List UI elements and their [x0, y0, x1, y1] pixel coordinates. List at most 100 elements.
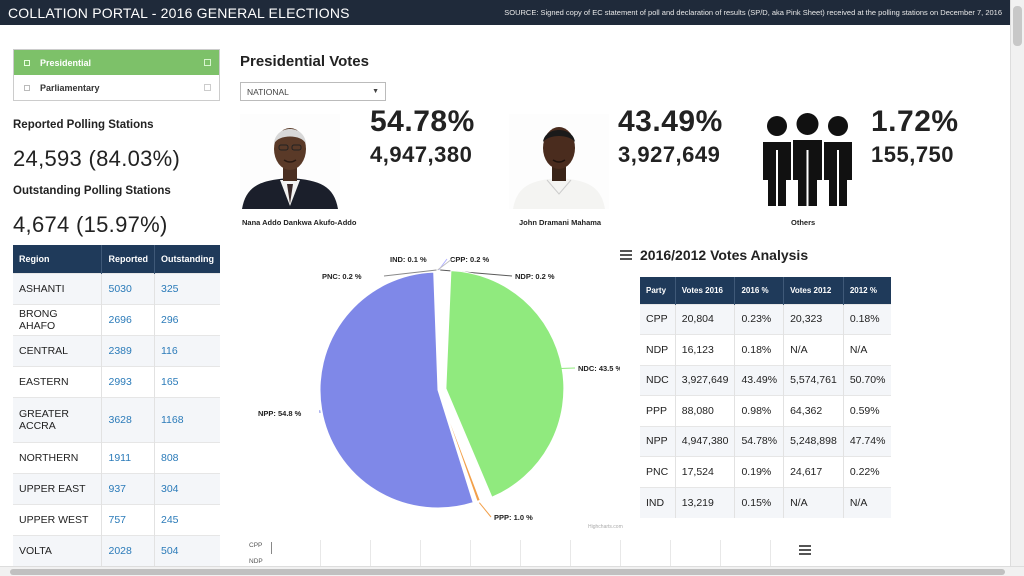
- region-cell: GREATER ACCRA: [13, 396, 102, 442]
- chart-credits[interactable]: Highcharts.com: [588, 524, 623, 530]
- votes-2012-cell: 64,362: [783, 395, 844, 426]
- horizontal-scrollbar[interactable]: [0, 566, 1024, 576]
- outstanding-label: Outstanding Polling Stations: [13, 185, 171, 197]
- reported-cell[interactable]: 2389: [101, 334, 155, 366]
- scrollbar-thumb[interactable]: [10, 569, 1005, 575]
- candidate-photo-akufo-addo: [240, 114, 340, 209]
- pie-slice-ind[interactable]: [437, 271, 441, 391]
- table-row: NPP 4,947,380 54.78% 5,248,898 47.74%: [640, 425, 892, 457]
- table-row: EASTERN 2993 165: [13, 365, 220, 397]
- reported-value: 24,593 (84.03%): [13, 146, 181, 171]
- nav-parliamentary[interactable]: Parliamentary: [14, 75, 219, 100]
- outstanding-value: 4,674 (15.97%): [13, 212, 168, 237]
- outstanding-cell[interactable]: 1168: [154, 396, 220, 442]
- col-outstanding[interactable]: Outstanding: [154, 245, 220, 273]
- table-row: BRONG AHAFO 2696 296: [13, 303, 220, 335]
- table-row: PNC 17,524 0.19% 24,617 0.22%: [640, 456, 892, 487]
- group-people-icon: [760, 110, 855, 208]
- pct-2012-cell: 47.74%: [842, 425, 892, 457]
- pie-label-ndp: NDP: 0.2 %: [515, 272, 555, 281]
- table-row: GREATER ACCRA 3628 1168: [13, 396, 220, 442]
- menu-icon[interactable]: [799, 543, 811, 557]
- reported-cell[interactable]: 2028: [101, 534, 155, 566]
- table-row: CPP 20,804 0.23% 20,323 0.18%: [640, 303, 892, 335]
- reported-cell[interactable]: 2696: [101, 303, 155, 335]
- candidate-name: Others: [791, 218, 816, 227]
- analysis-table-body: CPP 20,804 0.23% 20,323 0.18% NDP 16,123 0.18% N…: [640, 303, 892, 518]
- col-pct-2012[interactable]: 2012 %: [842, 277, 892, 304]
- votes-2016-cell: 4,947,380: [674, 425, 735, 457]
- region-cell: CENTRAL: [13, 334, 102, 366]
- party-cell: CPP: [640, 303, 676, 335]
- pct-2012-cell: N/A: [842, 486, 892, 518]
- table-header-row: Party Votes 2016 2016 % Votes 2012 2012 …: [640, 277, 892, 304]
- pct-2012-cell: 0.59%: [842, 395, 892, 426]
- outstanding-cell[interactable]: 504: [154, 534, 220, 566]
- candidate-photo-mahama: [509, 114, 609, 209]
- pie-label-ind: IND: 0.1 %: [390, 255, 427, 264]
- outstanding-cell[interactable]: 296: [154, 303, 220, 335]
- pie-label-ppp: PPP: 1.0 %: [494, 513, 533, 522]
- pct-2016-cell: 0.23%: [734, 303, 784, 335]
- top-bar: COLLATION PORTAL - 2016 GENERAL ELECTION…: [0, 0, 1010, 25]
- col-region[interactable]: Region: [13, 245, 102, 273]
- pie-label-pnc: PNC: 0.2 %: [322, 272, 362, 281]
- axis-label: NDP: [249, 558, 263, 565]
- col-party[interactable]: Party: [640, 277, 676, 304]
- party-cell: NDP: [640, 334, 676, 365]
- outstanding-cell[interactable]: 116: [154, 334, 220, 366]
- pie-connector-ndc: [556, 367, 576, 370]
- reported-cell[interactable]: 1911: [101, 441, 155, 473]
- portal-title: COLLATION PORTAL - 2016 GENERAL ELECTION…: [8, 4, 350, 21]
- region-cell: BRONG AHAFO: [13, 303, 102, 335]
- pct-2012-cell: 50.70%: [842, 364, 892, 396]
- pie-label-npp: NPP: 54.8 %: [258, 409, 302, 418]
- gridline: [770, 540, 771, 566]
- col-votes-2016[interactable]: Votes 2016: [674, 277, 735, 304]
- pie-slice-ndc[interactable]: [445, 270, 565, 498]
- vote-share-pie-chart: CPP: 0.2 % NDP: 0.2 % NDC: 43.5 % PPP: 1.0 …: [258, 255, 620, 522]
- table-row: IND 13,219 0.15% N/A N/A: [640, 486, 892, 518]
- pct-2016-cell: 0.15%: [734, 486, 784, 518]
- reported-cell[interactable]: 2993: [101, 365, 155, 397]
- outstanding-cell[interactable]: 808: [154, 441, 220, 473]
- pie-connector-pnc: [383, 269, 437, 277]
- votes-2012-cell: N/A: [783, 486, 844, 518]
- outstanding-cell[interactable]: 245: [154, 503, 220, 535]
- pie-slice-ppp[interactable]: [437, 389, 481, 502]
- region-table: Region Reported Outstanding ASHANTI 5030 3…: [13, 245, 220, 566]
- gridline: [720, 540, 721, 566]
- outstanding-cell[interactable]: 325: [154, 272, 220, 304]
- analysis-table: Party Votes 2016 2016 % Votes 2012 2012 …: [640, 277, 892, 518]
- nav-presidential[interactable]: Presidential: [14, 50, 219, 75]
- pct-2012-cell: N/A: [842, 334, 892, 365]
- pie-slice-ndp[interactable]: [437, 271, 443, 391]
- table-header-row: Region Reported Outstanding: [13, 245, 220, 273]
- outstanding-cell[interactable]: 165: [154, 365, 220, 397]
- reported-cell[interactable]: 937: [101, 472, 155, 504]
- votes-2016-cell: 13,219: [674, 486, 735, 518]
- menu-icon[interactable]: [620, 248, 632, 262]
- reported-cell[interactable]: 5030: [101, 272, 155, 304]
- pie-slice-npp[interactable]: [319, 271, 474, 509]
- col-reported[interactable]: Reported: [101, 245, 155, 273]
- outstanding-cell[interactable]: 304: [154, 472, 220, 504]
- party-cell: IND: [640, 486, 676, 518]
- region-cell: VOLTA: [13, 534, 102, 566]
- table-row: NORTHERN 1911 808: [13, 441, 220, 473]
- analysis-title-row: 2016/2012 Votes Analysis: [620, 247, 808, 263]
- col-pct-2016[interactable]: 2016 %: [734, 277, 784, 304]
- vertical-scrollbar[interactable]: [1010, 0, 1024, 566]
- scrollbar-thumb[interactable]: [1013, 6, 1022, 46]
- reported-cell[interactable]: 757: [101, 503, 155, 535]
- votes-2012-cell: 5,574,761: [783, 364, 844, 396]
- region-cell: NORTHERN: [13, 441, 102, 473]
- region-select[interactable]: NATIONAL ▼: [240, 82, 386, 101]
- votes-2016-cell: 16,123: [674, 334, 735, 365]
- gridline: [570, 540, 571, 566]
- checkbox-icon: [24, 84, 30, 91]
- col-votes-2012[interactable]: Votes 2012: [783, 277, 844, 304]
- reported-cell[interactable]: 3628: [101, 396, 155, 442]
- region-table-body: ASHANTI 5030 325 BRONG AHAFO 2696 296 CENTRAL 2…: [13, 272, 220, 566]
- table-row: VOLTA 2028 504: [13, 534, 220, 566]
